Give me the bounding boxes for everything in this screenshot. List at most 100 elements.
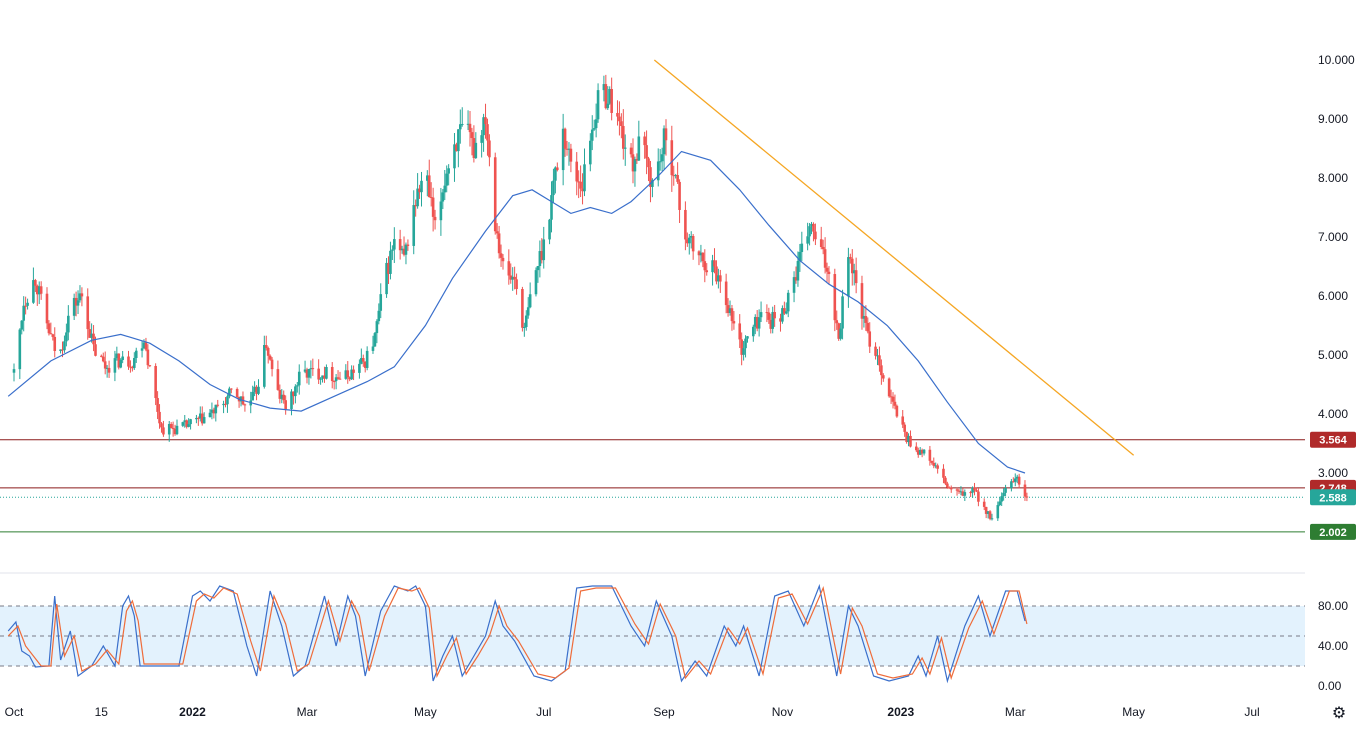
candle-body xyxy=(847,257,850,297)
candle-body xyxy=(839,328,842,339)
candle-body xyxy=(94,344,97,356)
candle-body xyxy=(891,396,895,402)
gear-icon[interactable]: ⚙ xyxy=(1331,703,1347,722)
candle-body xyxy=(144,342,148,350)
candle-body xyxy=(742,348,745,355)
candle-body xyxy=(893,401,897,406)
candle-body xyxy=(441,192,445,202)
descending-trendline xyxy=(653,59,1135,456)
candle-body xyxy=(687,237,691,244)
candle-body xyxy=(854,270,858,284)
candle-body xyxy=(363,361,367,368)
candle-body xyxy=(499,253,503,258)
candle-body xyxy=(330,367,334,382)
candle-body xyxy=(610,88,613,113)
candle-body xyxy=(866,322,870,332)
candle-body xyxy=(457,129,460,152)
candle-body xyxy=(1002,492,1005,497)
candle-body xyxy=(827,271,831,275)
candle-body xyxy=(365,350,369,368)
candle-body xyxy=(387,262,390,274)
candle-body xyxy=(321,375,324,379)
time-tick-label: Jul xyxy=(536,705,551,719)
time-tick-label: Mar xyxy=(297,705,318,719)
candle-body xyxy=(86,296,90,330)
candle-body xyxy=(80,293,84,297)
candle-body xyxy=(711,260,714,273)
moving-average-line xyxy=(7,150,1026,474)
candle-body xyxy=(18,329,22,370)
candle-body xyxy=(577,181,580,183)
candle-body xyxy=(629,147,633,155)
time-tick-label: 2023 xyxy=(887,705,914,719)
candle-body xyxy=(210,409,214,413)
candle-body xyxy=(134,350,138,358)
candle-body xyxy=(800,243,804,253)
candle-body xyxy=(158,411,161,424)
candle-body xyxy=(998,501,1002,506)
candle-body xyxy=(20,320,24,330)
candle-body xyxy=(732,321,736,324)
candle-body xyxy=(325,367,328,379)
candle-body xyxy=(1025,496,1029,498)
time-tick-label: Nov xyxy=(772,705,793,719)
candle-body xyxy=(662,128,666,155)
candle-body xyxy=(596,90,600,120)
candle-body xyxy=(460,123,464,125)
candle-body xyxy=(346,370,350,378)
candle-body xyxy=(426,175,429,181)
candle-body xyxy=(556,167,559,171)
candle-body xyxy=(480,135,483,143)
candle-body xyxy=(565,148,569,150)
candle-body xyxy=(173,428,177,435)
candle-body xyxy=(959,491,963,493)
candle-body xyxy=(45,293,49,324)
candle-body xyxy=(294,386,297,397)
candle-body xyxy=(169,424,173,429)
candle-body xyxy=(767,312,771,320)
candle-body xyxy=(649,167,652,187)
candle-body xyxy=(542,239,546,261)
candle-body xyxy=(389,250,392,274)
candle-body xyxy=(633,159,637,172)
candle-body xyxy=(402,248,406,255)
candle-body xyxy=(470,132,474,139)
candle-body xyxy=(738,323,742,340)
candle-body xyxy=(1010,481,1013,489)
candle-body xyxy=(752,326,755,337)
candle-body xyxy=(812,223,815,232)
candle-body xyxy=(131,367,134,369)
candle-body xyxy=(594,119,598,129)
candle-body xyxy=(717,275,720,282)
candle-body xyxy=(323,375,326,379)
candle-body xyxy=(317,368,320,380)
candle-body xyxy=(1004,488,1007,493)
candle-body xyxy=(439,201,443,221)
candle-body xyxy=(468,123,472,133)
candle-body xyxy=(350,369,353,380)
candle-body xyxy=(728,308,732,313)
candle-body xyxy=(24,305,27,307)
candle-body xyxy=(202,417,206,424)
candle-body xyxy=(806,236,809,244)
candle-body xyxy=(561,128,565,171)
candle-body xyxy=(949,487,953,490)
candle-body xyxy=(427,175,431,198)
candle-body xyxy=(61,349,64,351)
candle-body xyxy=(198,413,202,419)
candle-body xyxy=(127,356,130,367)
candle-body xyxy=(361,358,365,362)
candle-body xyxy=(643,136,646,146)
candle-body xyxy=(691,236,695,252)
moving-average-layer xyxy=(7,150,1026,474)
candle-body xyxy=(536,266,540,271)
candle-body xyxy=(724,281,728,306)
candle-body xyxy=(488,140,491,158)
candle-body xyxy=(509,275,513,280)
candle-body xyxy=(474,142,478,159)
candle-body xyxy=(575,161,579,182)
stochastic-tick-label: 0.00 xyxy=(1318,679,1342,693)
candle-body xyxy=(719,275,722,282)
